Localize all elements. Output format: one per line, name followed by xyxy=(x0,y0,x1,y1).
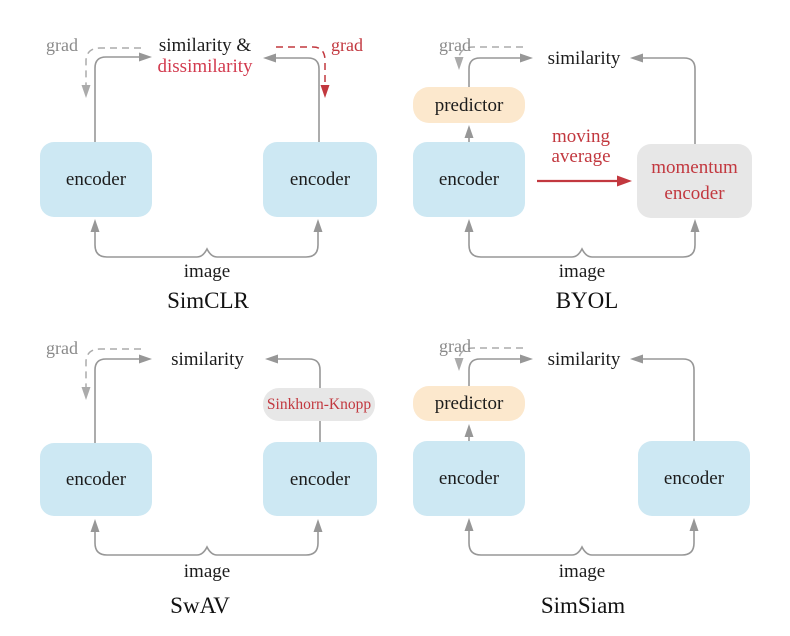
arrowhead-left xyxy=(630,53,643,63)
arrowhead-right xyxy=(520,354,533,364)
grad-arrowhead-down xyxy=(454,57,464,70)
grad-arrowhead-down xyxy=(81,387,91,400)
predictor-box: predictor xyxy=(413,87,525,123)
forward-arrow-right xyxy=(277,358,321,442)
arrowhead-up-left xyxy=(464,518,474,531)
moving-line1: moving xyxy=(551,126,611,147)
predictor-box: predictor xyxy=(413,386,525,421)
arrowhead-up-left xyxy=(90,219,100,232)
panel-simsiam: grad similarity predictor encoder encode… xyxy=(395,318,790,636)
arrowhead-up-left xyxy=(464,219,474,232)
image-split-connector xyxy=(468,230,696,258)
grad-arrowhead-down-left xyxy=(81,85,91,98)
image-label: image xyxy=(183,261,231,282)
moving-line2: average xyxy=(551,146,611,167)
image-label: image xyxy=(558,261,606,282)
panel-byol: grad similarity predictor encoder moment… xyxy=(395,0,790,318)
simclr-arrows xyxy=(81,46,330,258)
encoder-box-right: encoder xyxy=(263,442,377,516)
grad-dashed-arrow-left xyxy=(85,47,141,86)
panel-caption: BYOL xyxy=(555,288,619,313)
loss-label: similarity xyxy=(547,48,621,69)
momentum-line1: momentum xyxy=(651,157,738,178)
loss-line-similarity: similarity & xyxy=(158,35,252,56)
loss-line-dissimilarity: dissimilarity xyxy=(157,56,253,77)
forward-arrow-left xyxy=(468,57,521,87)
encoder-box-right: encoder xyxy=(263,142,377,217)
momentum-line2: encoder xyxy=(664,183,725,204)
forward-arrow-left xyxy=(94,358,140,443)
image-split-connector xyxy=(94,530,319,556)
panel-caption: SimSiam xyxy=(540,593,626,618)
grad-label-left: grad xyxy=(46,35,78,55)
arrowhead-left xyxy=(630,354,643,364)
sinkhorn-knopp-box: Sinkhorn-Knopp xyxy=(263,388,375,421)
encoder-box-right: encoder xyxy=(638,441,750,516)
arrowhead-left xyxy=(265,354,278,364)
grad-arrowhead-down-right xyxy=(320,85,330,98)
arrowhead-up-right xyxy=(690,219,700,232)
momentum-encoder-box: momentum encoder xyxy=(637,144,752,218)
arrowhead-up-small xyxy=(464,125,474,138)
encoder-box-left: encoder xyxy=(413,441,525,516)
moving-average-arrowhead xyxy=(617,175,632,187)
arrowhead-up-right xyxy=(689,518,699,531)
grad-label: grad xyxy=(439,35,471,55)
loss-label: similarity xyxy=(171,349,244,370)
image-label: image xyxy=(183,561,231,582)
forward-arrow-left xyxy=(468,358,521,386)
arrowhead-right xyxy=(139,354,152,364)
encoder-box-left: encoder xyxy=(40,443,152,516)
arrowhead-right xyxy=(139,52,152,62)
grad-dashed-arrow xyxy=(458,347,523,359)
panel-simclr: grad grad similarity & dissimilarity enc… xyxy=(0,0,395,318)
forward-arrow-right xyxy=(275,57,320,142)
grad-label: grad xyxy=(439,336,471,356)
arrowhead-left xyxy=(263,53,276,63)
simsiam-arrows xyxy=(454,347,699,556)
moving-average-label: moving average xyxy=(535,127,627,167)
loss-label: similarity & dissimilarity xyxy=(150,35,260,77)
grad-label: grad xyxy=(46,338,78,358)
byol-arrows xyxy=(454,46,700,258)
forward-arrow-right xyxy=(642,57,696,144)
grad-dashed-arrow xyxy=(458,46,523,58)
grad-arrowhead-down xyxy=(454,358,464,371)
panel-swav: grad similarity Sinkhorn-Knopp encoder e… xyxy=(0,318,395,636)
panel-caption: SimCLR xyxy=(167,288,249,313)
image-split-connector xyxy=(468,529,695,556)
arrowhead-up-small xyxy=(464,424,474,437)
image-label: image xyxy=(558,561,606,582)
loss-label: similarity xyxy=(547,349,621,370)
panel-caption: SwAV xyxy=(170,593,230,618)
encoder-box: encoder xyxy=(413,142,525,217)
arrowhead-right xyxy=(520,53,533,63)
swav-arrows xyxy=(81,348,323,556)
arrowhead-up-right xyxy=(313,519,323,532)
grad-dashed-arrow-right xyxy=(276,46,326,85)
image-split-connector xyxy=(94,230,319,258)
arrowhead-up-left xyxy=(90,519,100,532)
arrowhead-up-right xyxy=(313,219,323,232)
grad-dashed-arrow xyxy=(85,348,141,388)
grad-label-right: grad xyxy=(331,35,363,55)
encoder-box-left: encoder xyxy=(40,142,152,217)
forward-arrow-right xyxy=(642,358,695,441)
forward-arrow-left xyxy=(94,56,140,142)
